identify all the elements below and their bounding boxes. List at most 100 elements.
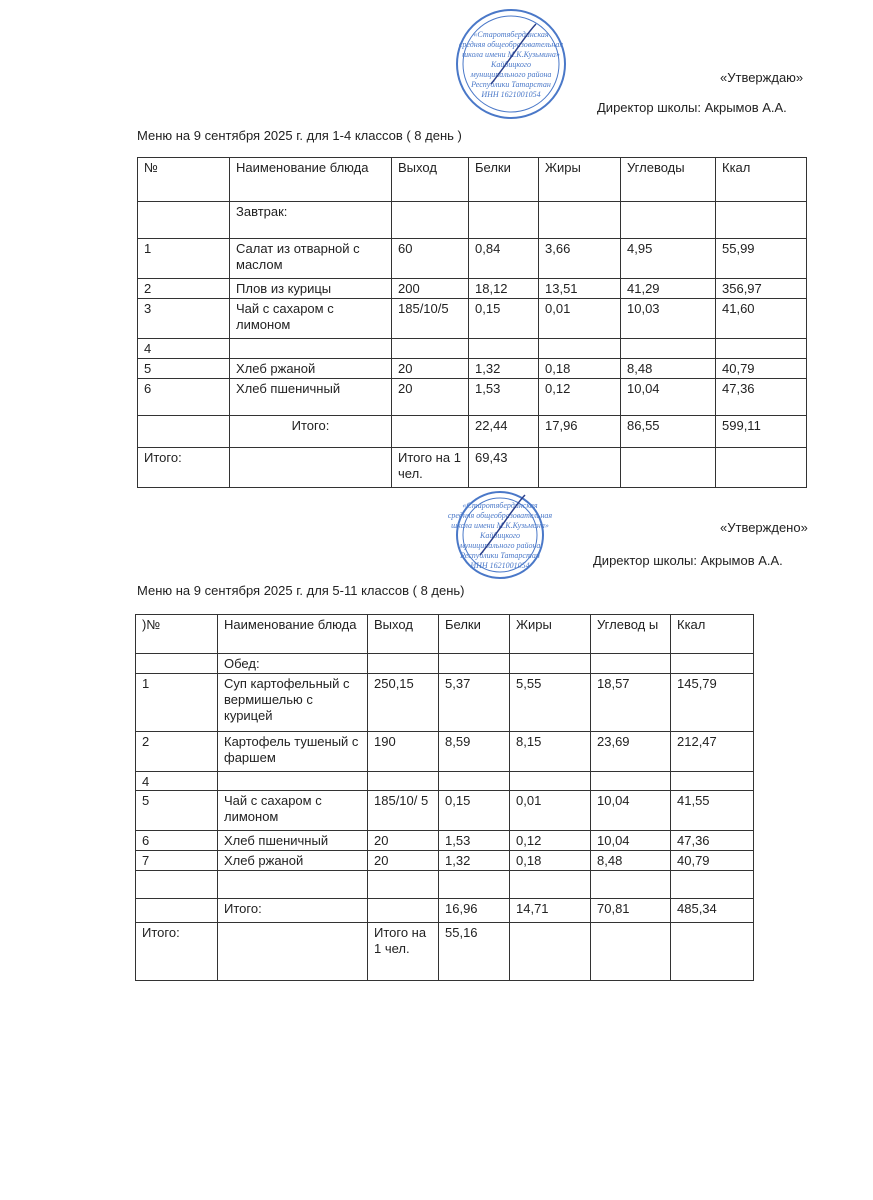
table-cell bbox=[670, 922, 754, 981]
table-row: 5 Чай с сахаром с лимоном 185/10/ 5 0,15 0,0… bbox=[135, 790, 754, 831]
table-cell: 212,47 bbox=[670, 731, 754, 772]
table-cell bbox=[367, 898, 439, 923]
table-cell bbox=[670, 653, 754, 674]
table-cell: Картофель тушеный с фаршем bbox=[217, 731, 368, 772]
table-cell bbox=[468, 338, 539, 359]
table-cell: Наименование блюда bbox=[217, 614, 368, 654]
table-cell bbox=[538, 201, 621, 239]
table-cell: 6 bbox=[135, 830, 218, 851]
table-cell bbox=[715, 338, 807, 359]
stamp-text: муниципального района bbox=[459, 541, 541, 550]
table-cell: 485,34 bbox=[670, 898, 754, 923]
table-cell: Обед: bbox=[217, 653, 368, 674]
table-cell: Хлеб пшеничный bbox=[217, 830, 368, 851]
table-cell: 0,12 bbox=[509, 830, 591, 851]
stamp-text: ИНН 1621001054 bbox=[469, 561, 529, 570]
table-cell: 47,36 bbox=[715, 378, 807, 416]
stamp-text: Кайбицкого bbox=[479, 531, 520, 540]
table-cell: Ккал bbox=[715, 157, 807, 202]
menu-title: Меню на 9 сентября 2025 г. для 5-11 клас… bbox=[137, 583, 465, 598]
stamp-text: «Старотябердинская bbox=[473, 30, 548, 39]
table-cell: 20 bbox=[367, 850, 439, 871]
table-header-row: )№ Наименование блюда Выход Белки Жиры Углево… bbox=[135, 614, 754, 654]
signature bbox=[490, 23, 537, 85]
table-row: 1 Салат из отварной с маслом 60 0,84 3,66 4,9… bbox=[137, 238, 807, 279]
table-cell bbox=[367, 653, 439, 674]
stamp-text: Кайбицкого bbox=[490, 60, 531, 69]
table-cell: 0,18 bbox=[538, 358, 621, 379]
table-cell bbox=[438, 653, 510, 674]
stamp-ring bbox=[462, 15, 560, 113]
table-cell: 40,79 bbox=[670, 850, 754, 871]
table-row: 4 bbox=[137, 338, 807, 359]
table-cell bbox=[367, 870, 439, 899]
menu-title: Меню на 9 сентября 2025 г. для 1-4 класс… bbox=[137, 128, 462, 143]
table-cell: 0,15 bbox=[468, 298, 539, 339]
table-cell: 55,16 bbox=[438, 922, 510, 981]
table-cell bbox=[538, 338, 621, 359]
table-row: Итого: 16,96 14,71 70,81 485,34 bbox=[135, 898, 754, 923]
table-cell: 20 bbox=[391, 358, 469, 379]
table-cell: 23,69 bbox=[590, 731, 671, 772]
table-cell: 2 bbox=[135, 731, 218, 772]
table-cell bbox=[509, 922, 591, 981]
table-cell bbox=[217, 922, 368, 981]
table-cell bbox=[509, 771, 591, 791]
table-cell: 0,12 bbox=[538, 378, 621, 416]
table-cell: Плов из курицы bbox=[229, 278, 392, 299]
table-row bbox=[135, 870, 754, 899]
director-signature-line: Директор школы: Акрымов А.А. bbox=[597, 100, 787, 115]
table-cell: 599,11 bbox=[715, 415, 807, 448]
stamp-ring bbox=[456, 9, 566, 119]
table-cell: 18,57 bbox=[590, 673, 671, 732]
table-cell: 4 bbox=[135, 771, 218, 791]
table-cell: 60 bbox=[391, 238, 469, 279]
table-cell: Ккал bbox=[670, 614, 754, 654]
table-cell: Выход bbox=[391, 157, 469, 202]
table-cell: 86,55 bbox=[620, 415, 716, 448]
table-cell: 185/10/5 bbox=[391, 298, 469, 339]
table-cell: 8,15 bbox=[509, 731, 591, 772]
table-cell: 1,53 bbox=[468, 378, 539, 416]
table-cell: )№ bbox=[135, 614, 218, 654]
table-cell: 10,04 bbox=[620, 378, 716, 416]
table-cell bbox=[438, 771, 510, 791]
table-cell: Итого: bbox=[229, 415, 392, 448]
table-cell bbox=[620, 338, 716, 359]
table-cell: 5 bbox=[135, 790, 218, 831]
table-cell: 1,32 bbox=[468, 358, 539, 379]
table-cell bbox=[620, 447, 716, 488]
table-row: 4 bbox=[135, 771, 754, 791]
table-cell bbox=[135, 653, 218, 674]
table-cell: 41,55 bbox=[670, 790, 754, 831]
table-cell: 3,66 bbox=[538, 238, 621, 279]
table-row: 1 Суп картофельный с вермишелью с курицей… bbox=[135, 673, 754, 732]
stamp-text: школа имени М.К.Кузьмина» bbox=[451, 521, 549, 530]
table-cell: 16,96 bbox=[438, 898, 510, 923]
stamp-text: школа имени М.К.Кузьмина» bbox=[462, 50, 560, 59]
table-cell: Углеводы bbox=[620, 157, 716, 202]
table-cell bbox=[670, 870, 754, 899]
table-cell bbox=[590, 771, 671, 791]
stamp-text: ИНН 1621001054 bbox=[480, 90, 540, 99]
table-cell bbox=[217, 771, 368, 791]
table-cell: Итого на 1 чел. bbox=[391, 447, 469, 488]
table-cell: Салат из отварной с маслом bbox=[229, 238, 392, 279]
table-cell: 5,37 bbox=[438, 673, 510, 732]
table-cell bbox=[391, 338, 469, 359]
table-cell: Углевод ы bbox=[590, 614, 671, 654]
table-cell: 20 bbox=[391, 378, 469, 416]
table-cell: 3 bbox=[137, 298, 230, 339]
table-cell: № bbox=[137, 157, 230, 202]
signature bbox=[479, 494, 526, 556]
table-cell bbox=[135, 898, 218, 923]
table-row: Завтрак: bbox=[137, 201, 807, 239]
table-cell bbox=[135, 870, 218, 899]
table-row: 2 Картофель тушеный с фаршем 190 8,59 8,15 23… bbox=[135, 731, 754, 772]
table-cell: Жиры bbox=[538, 157, 621, 202]
table-cell: 1,53 bbox=[438, 830, 510, 851]
director-signature-line: Директор школы: Акрымов А.А. bbox=[593, 553, 783, 568]
table-cell: Наименование блюда bbox=[229, 157, 392, 202]
table-cell: 0,01 bbox=[509, 790, 591, 831]
